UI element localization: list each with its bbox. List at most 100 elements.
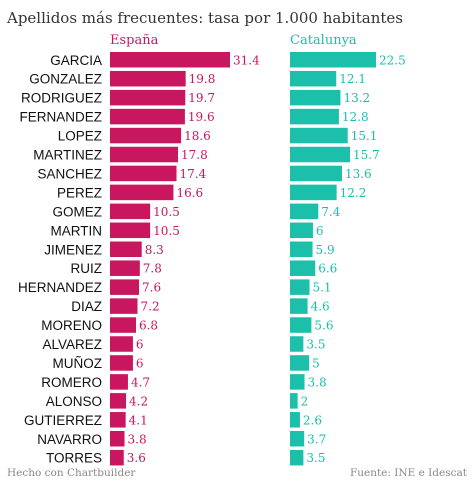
data-label: 6.6	[318, 262, 337, 276]
data-label: 7.4	[321, 205, 340, 219]
bar-espana	[110, 355, 133, 371]
bar-espana	[110, 449, 124, 466]
data-label: 19.7	[188, 91, 215, 105]
data-label: 7.6	[142, 281, 161, 295]
series-title-espana: España	[110, 33, 159, 48]
bar-catalunya	[290, 108, 339, 125]
category-label: MARTINEZ	[33, 148, 102, 163]
data-label: 4.1	[129, 413, 148, 427]
category-label: MORENO	[41, 318, 102, 333]
footer-source: Fuente: INE e Idescat	[350, 467, 468, 479]
category-labels: GARCIA GONZALEZ RODRIGUEZ FERNANDEZ LOPEZ MAR…	[18, 53, 102, 466]
category-label: GARCIA	[50, 53, 102, 68]
bar-espana	[110, 298, 138, 314]
bar-espana	[110, 260, 140, 276]
data-label: 10.5	[153, 205, 180, 219]
data-label: 5.9	[316, 243, 335, 257]
bar-catalunya	[290, 412, 300, 428]
bar-catalunya	[290, 165, 342, 182]
bar-espana	[110, 393, 127, 409]
bar-espana	[110, 279, 140, 295]
category-label: JIMENEZ	[44, 242, 102, 257]
data-label: 22.5	[379, 53, 406, 67]
data-label: 2	[301, 394, 309, 408]
category-label: HERNANDEZ	[18, 280, 102, 295]
bar-catalunya	[290, 146, 350, 163]
data-label: 3.7	[307, 432, 326, 446]
data-label: 17.8	[181, 148, 208, 162]
category-label: ROMERO	[41, 375, 102, 390]
data-label: 3.8	[308, 375, 327, 389]
data-label: 6	[316, 224, 324, 238]
data-label: 31.4	[233, 53, 260, 67]
bar-catalunya	[290, 52, 376, 68]
category-label: SANCHEZ	[37, 166, 102, 181]
bar-catalunya	[290, 260, 316, 276]
data-label: 3.6	[127, 451, 146, 465]
bar-espana	[110, 222, 151, 239]
bar-catalunya	[290, 70, 337, 87]
bar-espana	[110, 241, 142, 257]
bar-espana	[110, 165, 177, 182]
category-label: GOMEZ	[53, 204, 103, 219]
category-label: ALONSO	[46, 394, 102, 409]
data-label: 3.8	[128, 432, 147, 446]
data-label: 6	[136, 356, 144, 370]
bar-catalunya	[290, 374, 305, 390]
data-label: 4.6	[311, 300, 330, 314]
category-label: PEREZ	[57, 185, 102, 200]
data-label: 3.5	[306, 451, 325, 465]
data-label: 7.2	[141, 300, 160, 314]
bar-espana	[110, 317, 136, 333]
data-label: 6	[136, 338, 144, 352]
bar-catalunya	[290, 336, 304, 352]
bar-catalunya	[290, 355, 310, 371]
bar-espana	[110, 336, 133, 352]
bar-espana	[110, 146, 179, 163]
data-label: 4.2	[129, 394, 148, 408]
bar-catalunya	[290, 222, 313, 239]
bar-catalunya	[290, 89, 341, 106]
category-label: MUÑOZ	[53, 356, 103, 371]
data-label: 19.6	[188, 110, 215, 124]
bar-catalunya	[290, 393, 298, 409]
bar-catalunya	[290, 431, 305, 447]
data-label: 2.6	[303, 413, 322, 427]
bar-espana	[110, 127, 182, 144]
bar-catalunya	[290, 241, 313, 257]
category-label: DIAZ	[71, 299, 102, 314]
category-label: GUTIERREZ	[24, 413, 102, 428]
bar-espana	[110, 203, 151, 220]
bar-espana	[110, 89, 186, 106]
bar-catalunya	[290, 203, 319, 220]
category-label: FERNANDEZ	[19, 110, 102, 125]
data-label: 5.6	[314, 319, 333, 333]
category-label: RODRIGUEZ	[21, 91, 102, 106]
data-label: 15.1	[351, 129, 378, 143]
bar-espana	[110, 412, 126, 428]
bars-catalunya: 22.5 12.1 13.2 12.8 15.1 15.7 13.6 12.27.4 6 5.9 6…	[290, 52, 406, 466]
bar-espana	[110, 52, 230, 68]
bar-espana	[110, 70, 186, 87]
data-label: 12.2	[340, 186, 367, 200]
data-label: 15.7	[353, 148, 380, 162]
data-label: 4.7	[131, 375, 150, 389]
bars-espana: 31.4 19.8 19.7 19.6 18.6 17.8 17.4 16.6 10.5 10.5…	[110, 52, 260, 466]
bar-espana	[110, 431, 125, 447]
data-label: 10.5	[153, 224, 180, 238]
category-label: RUIZ	[71, 261, 103, 276]
data-label: 16.6	[176, 186, 203, 200]
data-label: 12.8	[342, 110, 369, 124]
category-label: NAVARRO	[37, 432, 102, 447]
data-label: 18.6	[184, 129, 211, 143]
bar-espana	[110, 108, 185, 125]
data-label: 8.3	[145, 243, 164, 257]
data-label: 19.8	[189, 72, 216, 86]
category-label: ALVAREZ	[42, 337, 102, 352]
data-label: 13.6	[345, 167, 372, 181]
data-label: 3.5	[306, 338, 325, 352]
bar-catalunya	[290, 317, 312, 333]
category-label: LOPEZ	[58, 129, 102, 144]
bar-espana	[110, 374, 128, 390]
